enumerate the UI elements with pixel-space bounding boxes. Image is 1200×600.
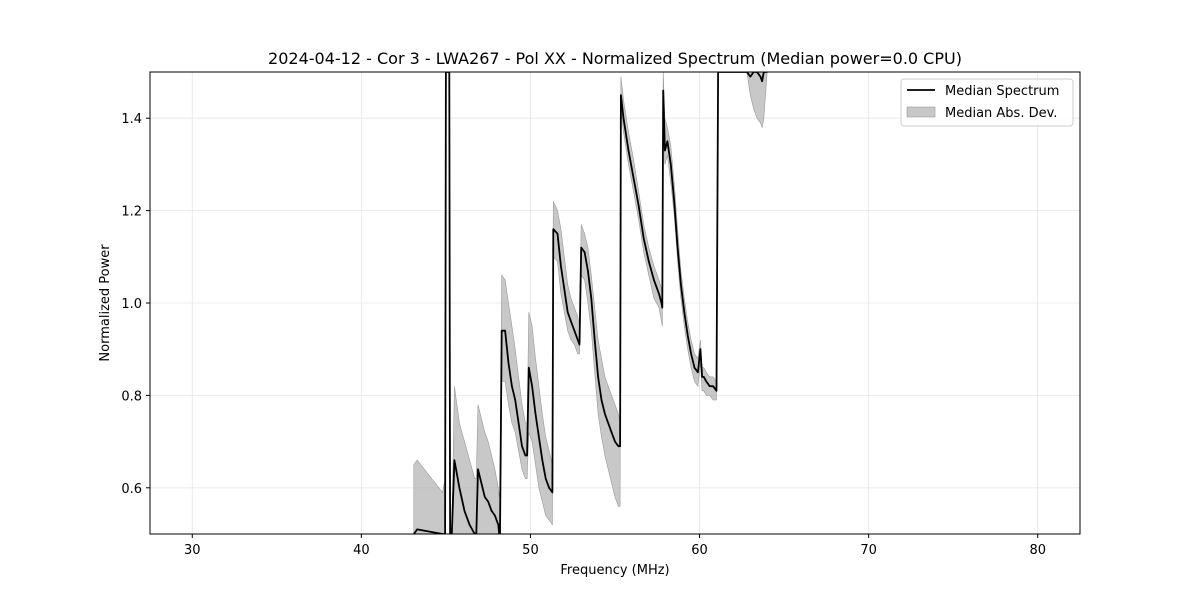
x-tick-label: 70: [860, 543, 877, 558]
y-tick-label: 1.2: [121, 205, 142, 220]
x-tick-label: 40: [353, 543, 370, 558]
legend-box: [900, 78, 1074, 127]
legend-label-median-abs-dev: Median Abs. Dev.: [945, 106, 1057, 121]
y-tick-label: 0.6: [121, 482, 142, 497]
legend-label-median-spectrum: Median Spectrum: [945, 84, 1059, 99]
legend: Median Spectrum Median Abs. Dev.: [900, 78, 1074, 127]
y-axis-ticks: 0.6 0.8 1.0 1.2 1.4: [121, 112, 150, 497]
x-tick-label: 30: [184, 543, 201, 558]
x-axis-ticks: 30 40 50 60 70 80: [184, 534, 1046, 558]
x-tick-label: 80: [1029, 543, 1046, 558]
legend-band-swatch: [906, 106, 936, 118]
x-axis-label: Frequency (MHz): [560, 563, 669, 578]
median-abs-dev-band: [413, 72, 768, 534]
median-spectrum-line: [413, 72, 768, 534]
y-tick-label: 1.0: [121, 297, 142, 312]
y-axis-label: Normalized Power: [98, 244, 113, 362]
x-tick-label: 60: [691, 543, 708, 558]
x-tick-label: 50: [522, 543, 539, 558]
y-tick-label: 1.4: [121, 112, 142, 127]
chart-title: 2024-04-12 - Cor 3 - LWA267 - Pol XX - N…: [268, 49, 962, 68]
y-tick-label: 0.8: [121, 389, 142, 404]
